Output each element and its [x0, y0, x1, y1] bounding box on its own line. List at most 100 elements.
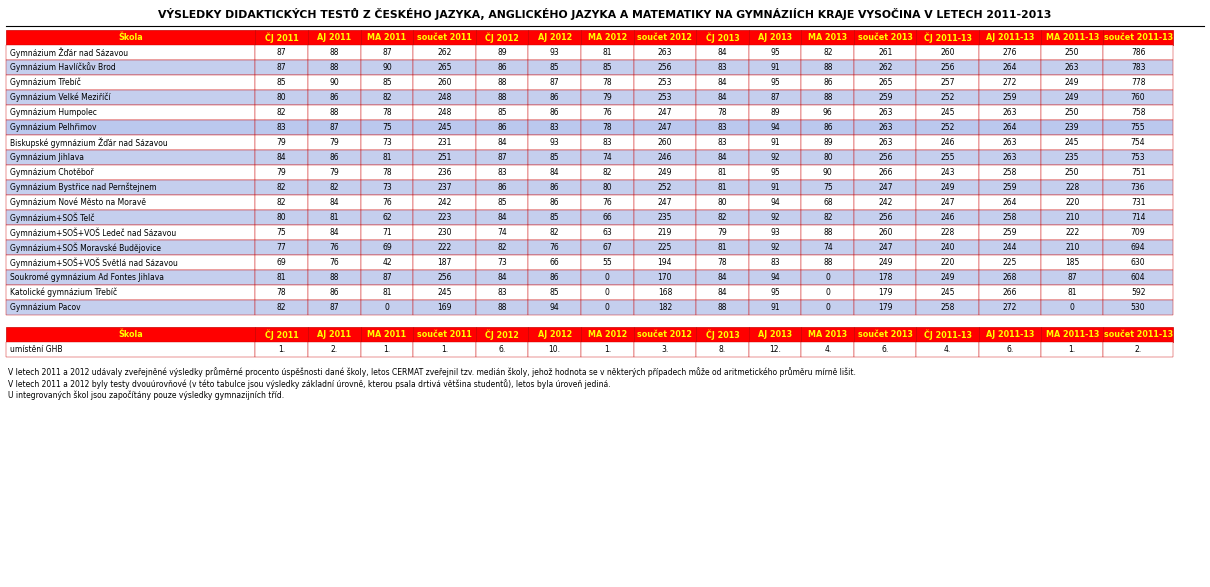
- Bar: [476, 300, 529, 315]
- Bar: [634, 300, 696, 315]
- Bar: [979, 195, 1041, 210]
- Text: 78: 78: [603, 123, 612, 132]
- Bar: [476, 60, 529, 75]
- Text: 263: 263: [878, 123, 893, 132]
- Text: 80: 80: [718, 198, 727, 207]
- Text: 228: 228: [1065, 183, 1079, 192]
- Text: 242: 242: [878, 198, 893, 207]
- Bar: [749, 270, 801, 285]
- Bar: [749, 75, 801, 90]
- Bar: [529, 30, 581, 45]
- Bar: [696, 300, 749, 315]
- Text: 786: 786: [1131, 48, 1146, 57]
- Bar: [916, 165, 979, 180]
- Text: 86: 86: [823, 123, 832, 132]
- Text: 0: 0: [385, 303, 390, 312]
- Bar: [6, 150, 255, 165]
- Text: 74: 74: [497, 228, 507, 237]
- Bar: [854, 195, 916, 210]
- Text: 82: 82: [382, 93, 392, 102]
- Bar: [1104, 135, 1172, 150]
- Bar: [1041, 165, 1104, 180]
- Text: 83: 83: [771, 258, 780, 267]
- Bar: [6, 342, 255, 357]
- Text: 85: 85: [549, 63, 559, 72]
- Bar: [1104, 90, 1172, 105]
- Text: 84: 84: [329, 228, 339, 237]
- Bar: [581, 240, 634, 255]
- Bar: [255, 327, 307, 342]
- Text: 83: 83: [718, 63, 727, 72]
- Text: 259: 259: [1003, 183, 1018, 192]
- Text: 252: 252: [658, 183, 672, 192]
- Bar: [529, 165, 581, 180]
- Bar: [696, 135, 749, 150]
- Text: 247: 247: [658, 123, 672, 132]
- Text: 245: 245: [940, 108, 955, 117]
- Text: 260: 260: [878, 228, 893, 237]
- Text: Gymnázium+SOŠ+VOŠ Světlá nad Sázavou: Gymnázium+SOŠ+VOŠ Světlá nad Sázavou: [10, 257, 178, 268]
- Bar: [361, 210, 414, 225]
- Bar: [634, 255, 696, 270]
- Bar: [854, 180, 916, 195]
- Text: V letech 2011 a 2012 byly testy dvouúrovňové (v této tabulce jsou výsledky zákla: V letech 2011 a 2012 byly testy dvouúrov…: [8, 379, 611, 389]
- Text: 85: 85: [549, 153, 559, 162]
- Bar: [1104, 327, 1172, 342]
- Bar: [1104, 45, 1172, 60]
- Bar: [529, 135, 581, 150]
- Bar: [581, 327, 634, 342]
- Bar: [696, 327, 749, 342]
- Bar: [529, 120, 581, 135]
- Bar: [916, 30, 979, 45]
- Bar: [581, 270, 634, 285]
- Text: 88: 88: [497, 93, 507, 102]
- Text: 82: 82: [329, 183, 339, 192]
- Text: 87: 87: [771, 93, 780, 102]
- Bar: [414, 180, 476, 195]
- Bar: [1041, 255, 1104, 270]
- Bar: [6, 90, 255, 105]
- Text: 96: 96: [823, 108, 832, 117]
- Text: 83: 83: [718, 123, 727, 132]
- Text: ČJ 2012: ČJ 2012: [485, 329, 519, 340]
- Bar: [6, 240, 255, 255]
- Text: Gymnázium Humpolec: Gymnázium Humpolec: [10, 108, 97, 117]
- Bar: [916, 180, 979, 195]
- Text: 12.: 12.: [770, 345, 780, 354]
- Bar: [634, 45, 696, 60]
- Text: 249: 249: [878, 258, 893, 267]
- Text: 265: 265: [878, 78, 893, 87]
- Bar: [581, 135, 634, 150]
- Bar: [6, 180, 255, 195]
- Bar: [1041, 30, 1104, 45]
- Bar: [979, 285, 1041, 300]
- Text: 709: 709: [1131, 228, 1146, 237]
- Bar: [1104, 180, 1172, 195]
- Bar: [696, 30, 749, 45]
- Text: 78: 78: [277, 288, 287, 297]
- Text: 84: 84: [277, 153, 287, 162]
- Bar: [255, 240, 307, 255]
- Bar: [854, 60, 916, 75]
- Bar: [854, 165, 916, 180]
- Bar: [255, 255, 307, 270]
- Bar: [255, 60, 307, 75]
- Text: 76: 76: [329, 243, 339, 252]
- Text: V letech 2011 a 2012 udávaly zveřejněné výsledky průměrné procento úspěšnosti da: V letech 2011 a 2012 udávaly zveřejněné …: [8, 367, 855, 377]
- Bar: [854, 75, 916, 90]
- Text: 86: 86: [497, 123, 507, 132]
- Text: 66: 66: [549, 258, 559, 267]
- Bar: [916, 210, 979, 225]
- Bar: [581, 195, 634, 210]
- Bar: [414, 120, 476, 135]
- Bar: [749, 105, 801, 120]
- Text: 714: 714: [1131, 213, 1146, 222]
- Bar: [854, 240, 916, 255]
- Bar: [749, 195, 801, 210]
- Text: 69: 69: [382, 243, 392, 252]
- Bar: [634, 195, 696, 210]
- Text: 258: 258: [1003, 168, 1018, 177]
- Text: 66: 66: [603, 213, 612, 222]
- Bar: [414, 45, 476, 60]
- Text: Gymnázium Havlíčkův Brod: Gymnázium Havlíčkův Brod: [10, 63, 116, 72]
